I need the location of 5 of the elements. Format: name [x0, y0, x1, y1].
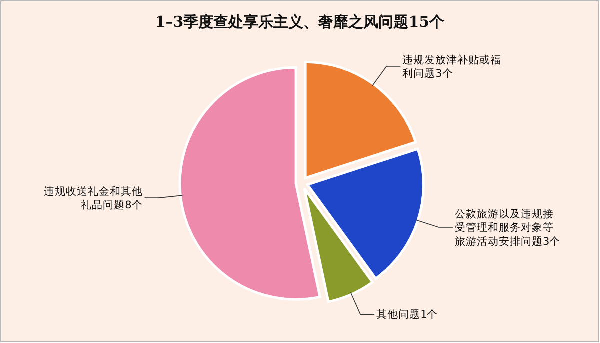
slice-label: 公款旅游以及违规接受管理和服务对象等旅游活动安排问题3个 — [454, 208, 561, 248]
slice-label: 其他问题1个 — [376, 308, 438, 322]
chart-title: 1–3季度查处享乐主义、奢靡之风问题15个 — [155, 13, 446, 31]
slice-label: 违规收送礼金和其他礼品问题8个 — [44, 184, 143, 212]
slice-label: 违规发放津补贴或福利问题3个 — [402, 53, 502, 80]
